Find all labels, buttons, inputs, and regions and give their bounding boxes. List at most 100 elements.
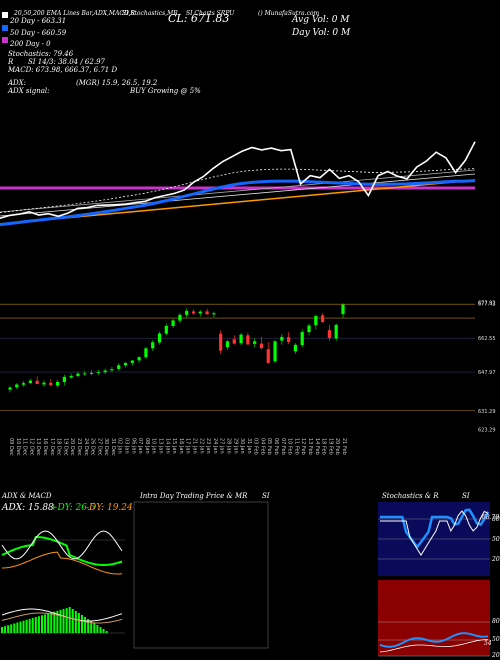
candle-body [198, 311, 202, 314]
macd-hist-bar [1, 627, 3, 633]
ema20-label: 20 Day - 663.31 [10, 17, 67, 25]
adx-value: ADX: 15.88 [2, 503, 54, 513]
buy-signal: BUY Growing @ 5% [130, 87, 201, 95]
x-tick-label: 31 Jan [246, 438, 252, 454]
macd-hist-bar [93, 623, 96, 633]
candle-body [110, 369, 114, 371]
ema200-swatch [2, 37, 8, 43]
macd-hist-bar [41, 615, 43, 633]
ema20-swatch [2, 12, 8, 18]
macd-hist-bar [71, 609, 74, 633]
candle-body [117, 365, 121, 369]
x-tick-label: 13 Feb [307, 438, 313, 455]
candle-body [259, 343, 264, 349]
x-tick-label: 20 Feb [334, 438, 340, 455]
x-tick-label: 21 Feb [341, 438, 347, 455]
candle-body [300, 332, 304, 346]
x-tick-label: 07 Feb [280, 438, 286, 455]
y-tick-label: 647.97 [478, 370, 496, 376]
macd-hist-bar [22, 620, 25, 633]
macd-hist-bar [84, 617, 87, 633]
rsi-tick-20: 20 [492, 652, 500, 659]
macd-hist-bar [44, 614, 47, 633]
x-tick-label: 11 Dec [22, 438, 28, 456]
macd-line [1, 608, 123, 622]
intraday-panel-box [133, 501, 269, 649]
y-tick-label: 623.29 [478, 427, 496, 433]
rsi-tick-50: 50 [492, 636, 500, 643]
macd-hist-bar [10, 624, 13, 633]
adx-signal-label: ADX signal: [8, 87, 50, 95]
x-tick-label: 24 Jan [212, 438, 218, 454]
y-tick-label: 662.55 [478, 336, 496, 342]
macd-value: MACD: 673.98, 666.37, 6.71 D [8, 66, 118, 74]
x-tick-label: 22 Jan [198, 438, 204, 454]
x-tick-label: 12 Feb [300, 438, 306, 455]
candle-body [253, 341, 257, 344]
x-tick-label: 12 Dec [28, 438, 34, 456]
macd-hist-bar [87, 619, 90, 633]
mrsi-value: (MGR) 15.9, 26.5, 19.2 [76, 79, 158, 87]
candle-body [246, 335, 250, 345]
x-tick-label: 30 Dec [103, 438, 109, 456]
macd-hist-bar [59, 609, 62, 633]
x-tick-label: 03 Feb [253, 438, 259, 455]
candle-body [89, 372, 94, 374]
x-tick-label: 08 Jan [144, 438, 150, 454]
header-line1c: SI,Charts SRPU [186, 10, 235, 17]
macd-hist-bar [50, 612, 53, 633]
pdi-line [1, 535, 123, 567]
x-tick-label: 28 Jan [225, 438, 231, 454]
candle-body [96, 372, 100, 374]
candle-body [212, 313, 216, 315]
x-tick-label: 10 Jan [151, 438, 157, 454]
x-tick-label: 13 Dec [35, 438, 41, 456]
x-tick-label: 29 Jan [232, 438, 238, 454]
macd-hist-bar [16, 622, 19, 633]
macd-signal-line [1, 612, 123, 624]
macd-hist-bar [99, 627, 102, 633]
candle-body [28, 380, 32, 384]
candle-body [307, 325, 311, 333]
x-tick-label: 06 Feb [273, 438, 279, 455]
mrsi-line [379, 639, 489, 653]
close-price: CL: 671.83 [168, 12, 230, 25]
adx-panel-title: ADX & MACD [2, 492, 52, 500]
x-tick-label: 31 Dec [110, 438, 116, 456]
stoch-d-line [380, 510, 489, 556]
candle-body [62, 376, 66, 382]
avg-vol: Avg Vol: 0 M [292, 15, 350, 25]
candle-body [266, 349, 270, 363]
stoch-tick-50: 50 [492, 536, 500, 543]
candle-body [164, 326, 168, 334]
macd-hist-bar [56, 610, 59, 633]
x-tick-label: 03 Jan [124, 438, 130, 454]
ema-grey-line-2 [0, 173, 476, 217]
x-tick-label: 18 Feb [321, 438, 327, 455]
candle-body [171, 320, 175, 326]
candle-body [83, 373, 87, 375]
x-tick-label: 02 Jan [117, 438, 123, 454]
candle-body [287, 337, 291, 343]
candle-body [205, 311, 209, 315]
close-line [0, 141, 476, 219]
candle-body [49, 382, 53, 386]
macd-hist-bar [105, 631, 108, 633]
candle-body [191, 311, 196, 314]
ema20-line [0, 168, 476, 213]
intraday-panel-title: Intra Day Trading Price & MR [140, 492, 248, 500]
header-line1d: () MunafaSutra.com [258, 10, 320, 17]
candle-body [21, 383, 26, 385]
macd-hist-bar [90, 621, 93, 633]
macd-hist-bar [68, 607, 71, 633]
x-tick-label: 14 Feb [314, 438, 320, 455]
x-tick-label: 23 Dec [76, 438, 82, 456]
x-tick-label: 15 Jan [171, 438, 177, 454]
rsi-tick-80: 80 [492, 618, 500, 625]
macd-hist-bar [4, 626, 7, 633]
mdi-value: -DY: 19.24 [86, 503, 133, 513]
candle-body [293, 344, 298, 352]
rsi-value: SI 14/3: 38.04 / 62.97 [28, 58, 105, 66]
x-tick-label: 21 Jan [191, 438, 197, 454]
